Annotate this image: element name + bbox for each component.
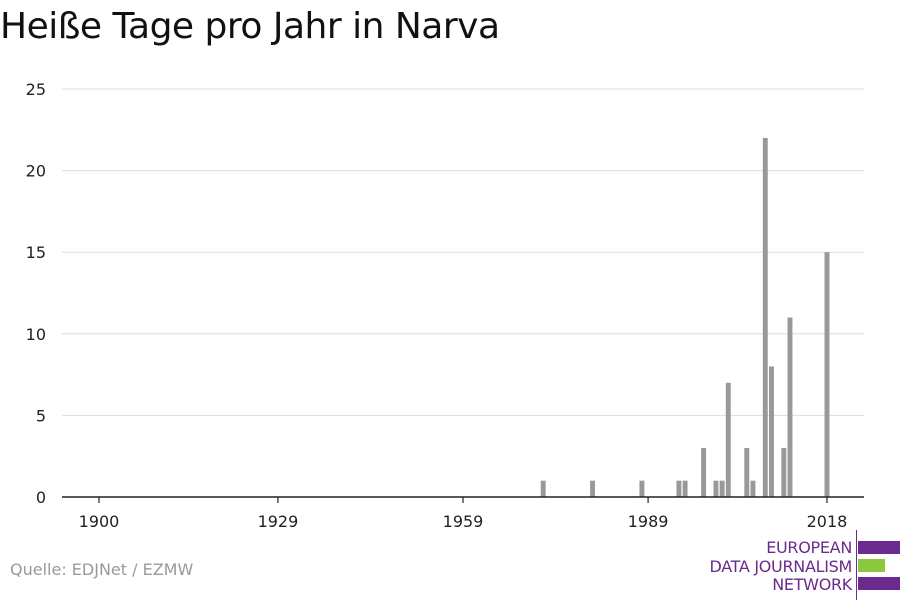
logo-separator xyxy=(856,530,857,600)
bar xyxy=(676,480,682,497)
bar xyxy=(590,480,596,497)
source-note: Quelle: EDJNet / EZMW xyxy=(10,560,194,579)
x-tick-label: 1900 xyxy=(79,512,120,531)
x-tick-label: 1959 xyxy=(443,512,484,531)
bar xyxy=(540,480,546,497)
logo-bar-green xyxy=(858,559,885,572)
bar xyxy=(713,480,719,497)
bar xyxy=(750,480,756,497)
y-tick-label: 10 xyxy=(26,325,46,344)
logo-line-2: DATA JOURNALISM xyxy=(709,557,853,576)
bar xyxy=(768,366,774,497)
y-axis: 0 5 10 15 20 25 xyxy=(26,80,46,507)
logo-bar-purple-top xyxy=(858,541,900,554)
x-axis: 1900 1929 1959 1989 2018 xyxy=(62,496,864,531)
bar xyxy=(762,137,768,497)
logo-bar-purple-bottom xyxy=(858,577,900,590)
bar xyxy=(682,480,688,497)
y-tick-label: 5 xyxy=(36,406,46,425)
bar xyxy=(719,480,725,497)
y-tick-label: 20 xyxy=(26,162,46,181)
bar xyxy=(725,382,731,497)
bar xyxy=(744,448,750,497)
y-tick-label: 15 xyxy=(26,243,46,262)
gridlines xyxy=(62,88,864,416)
edjnet-logo: EUROPEAN DATA JOURNALISM NETWORK xyxy=(700,530,900,600)
bar xyxy=(781,448,787,497)
bar xyxy=(639,480,645,497)
x-tick-label: 2018 xyxy=(807,512,848,531)
y-tick-label: 0 xyxy=(36,488,46,507)
bar xyxy=(701,448,707,497)
bar xyxy=(824,252,830,497)
bars xyxy=(540,137,830,497)
chart-title: Heiße Tage pro Jahr in Narva xyxy=(0,6,500,47)
x-tick-label: 1989 xyxy=(628,512,669,531)
logo-line-3: NETWORK xyxy=(772,575,852,594)
logo-line-1: EUROPEAN xyxy=(766,538,852,557)
bar xyxy=(787,317,793,497)
y-tick-label: 25 xyxy=(26,80,46,99)
x-tick-label: 1929 xyxy=(258,512,299,531)
